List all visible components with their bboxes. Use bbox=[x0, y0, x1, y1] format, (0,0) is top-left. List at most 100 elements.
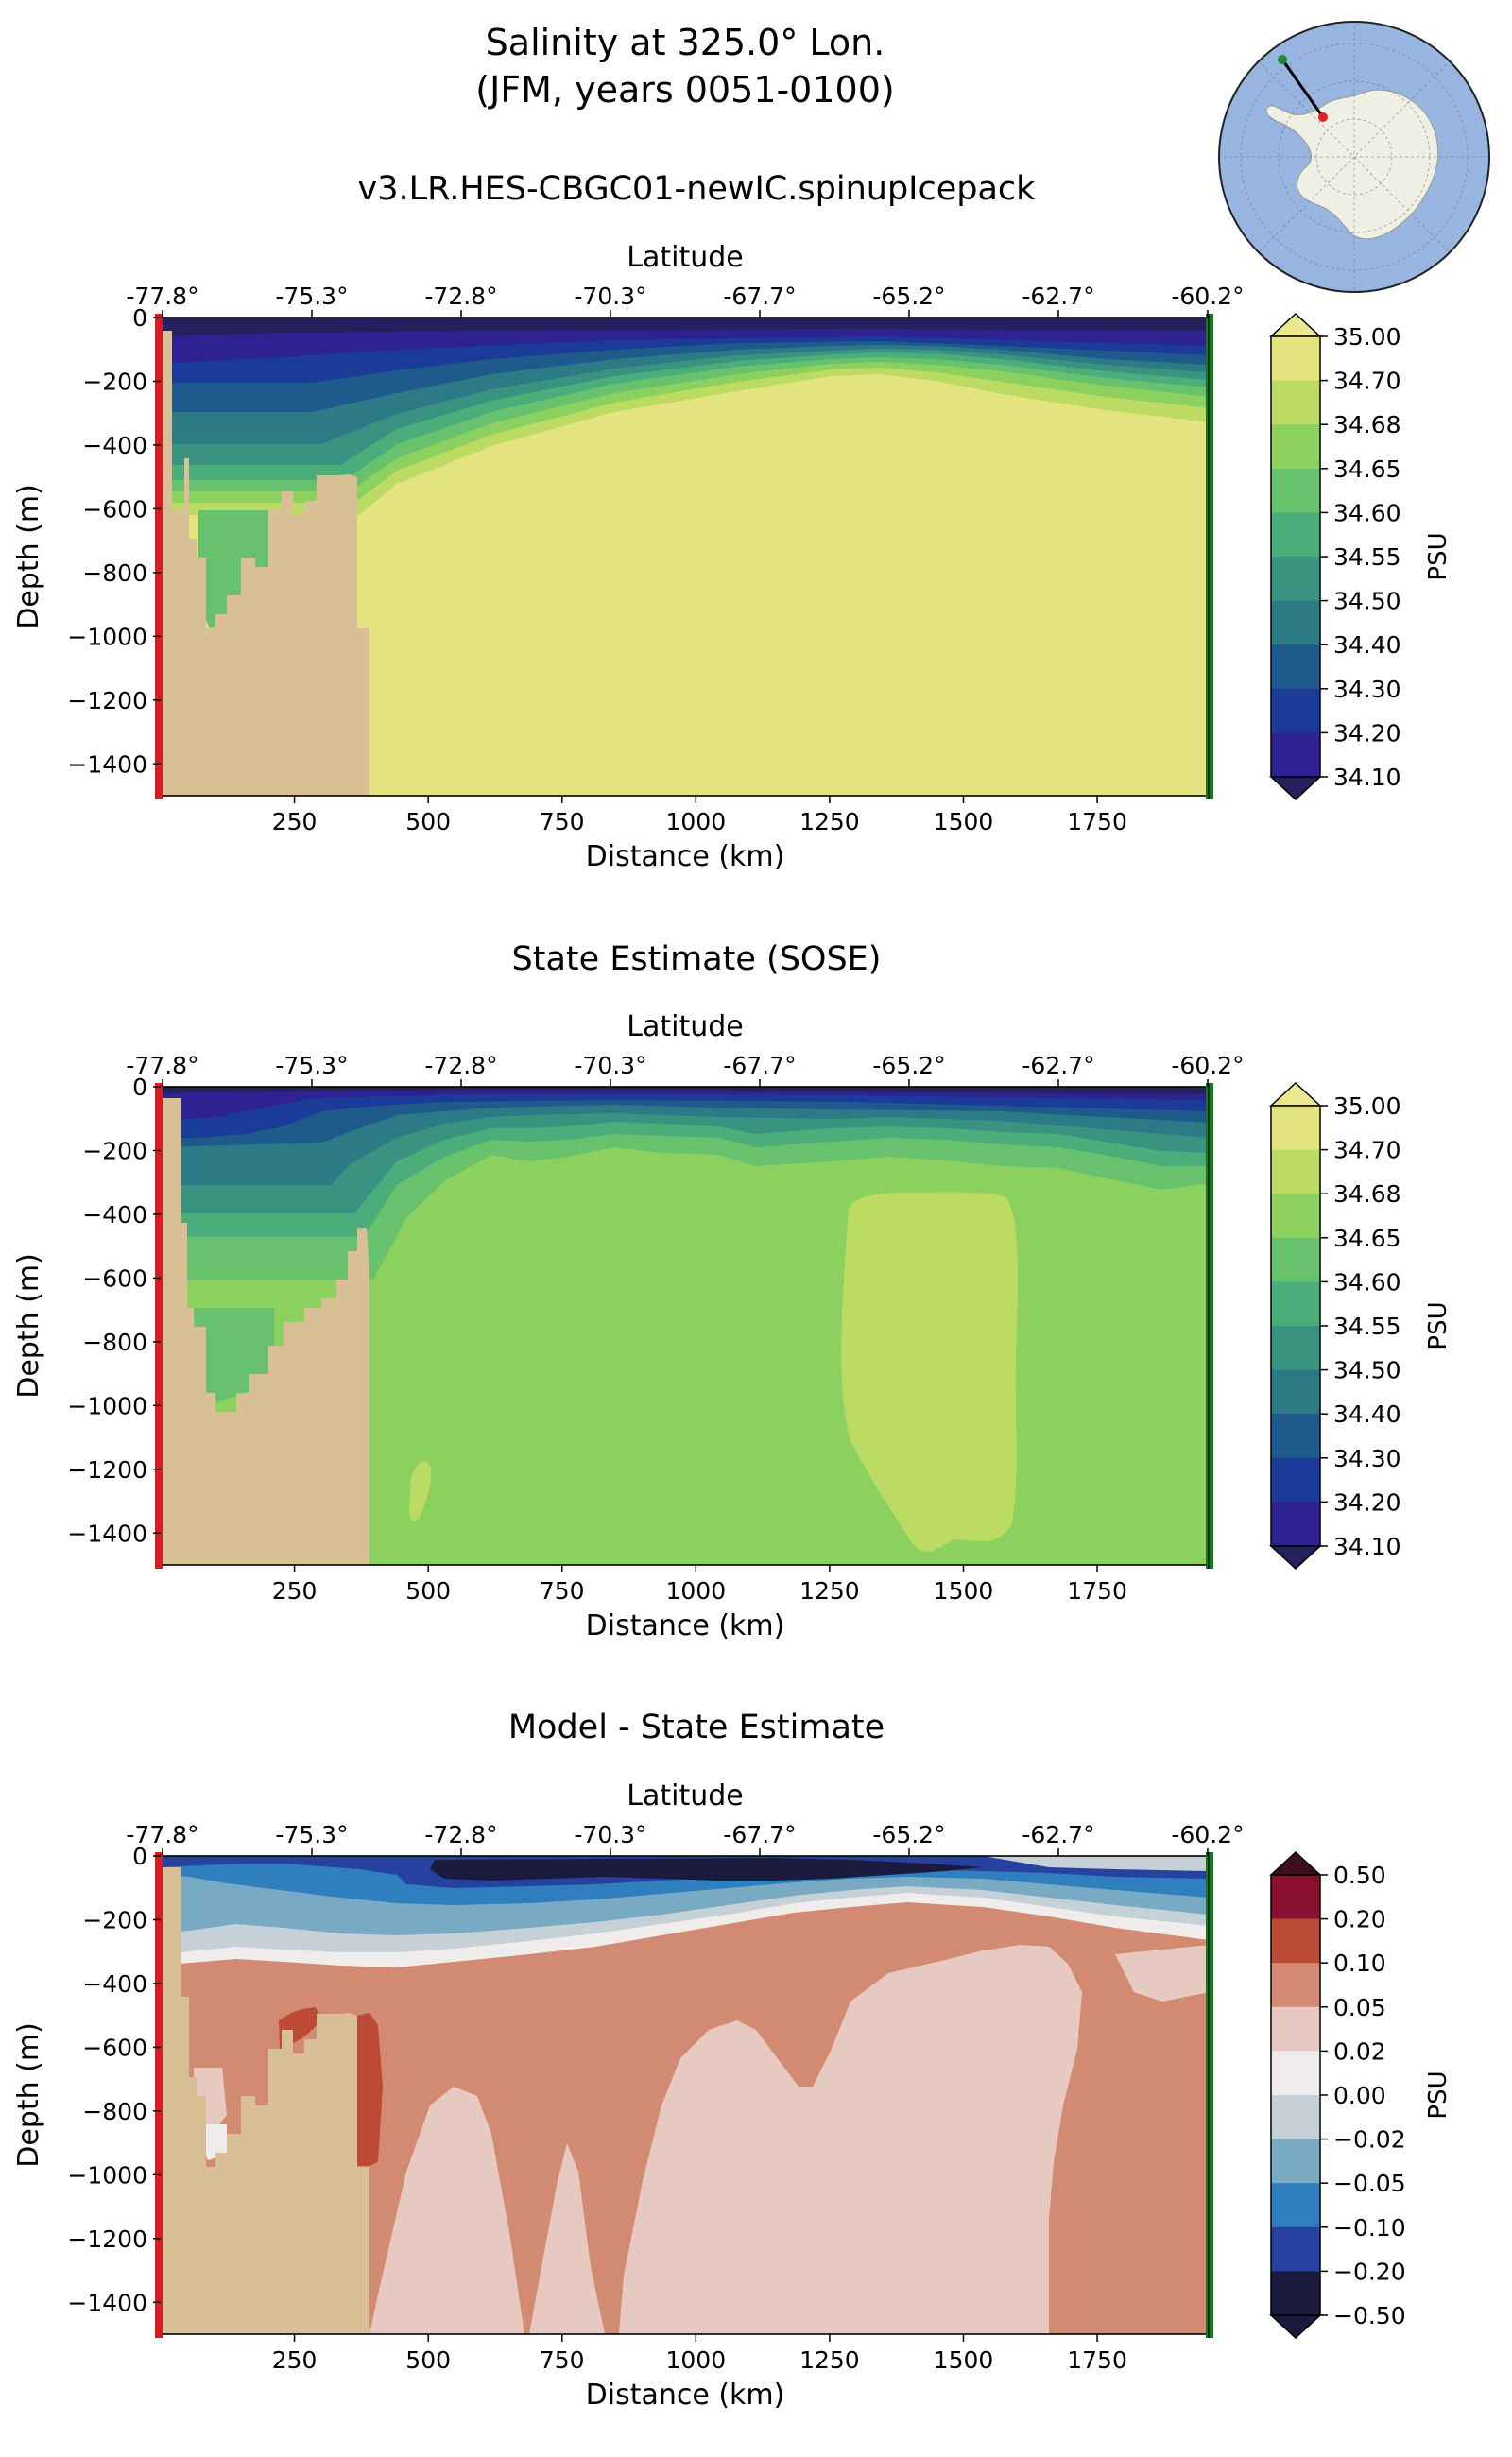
contour-band-34-10 bbox=[161, 1087, 1210, 1119]
inset-antarctica bbox=[1265, 89, 1439, 240]
colorbar-extend-max bbox=[1269, 1850, 1322, 1876]
deep-positive-region-4 bbox=[1115, 1945, 1210, 2002]
colorbar-extend-min bbox=[1269, 2314, 1322, 2340]
colorbar-swatch bbox=[1271, 732, 1320, 778]
colorbar-swatch bbox=[1271, 688, 1320, 733]
colorbar-swatch bbox=[1271, 512, 1320, 558]
y-tick-label: −200 bbox=[82, 368, 147, 395]
colorbar-tick-label: 34.70 bbox=[1333, 368, 1401, 395]
colorbar-swatch bbox=[1271, 1875, 1320, 1920]
colorbar-swatch bbox=[1271, 1326, 1320, 1371]
colorbar-tick-label: 34.60 bbox=[1333, 1268, 1401, 1296]
deep-positive-region-1 bbox=[369, 2087, 524, 2334]
colorbar-swatch bbox=[1271, 557, 1320, 602]
y-tick-label: −200 bbox=[82, 1137, 147, 1164]
latitude-tick-label: -67.7° bbox=[723, 1821, 796, 1848]
colorbar-label: PSU bbox=[1424, 532, 1452, 580]
colorbar-swatch bbox=[1271, 2139, 1320, 2184]
colorbar-tick-label: 34.10 bbox=[1333, 1533, 1401, 1560]
colorbar-tick-label: 34.55 bbox=[1333, 543, 1401, 571]
colorbar-tick-label: 0.02 bbox=[1333, 2037, 1386, 2065]
latitude-axis-label: Latitude bbox=[627, 241, 743, 274]
latitude-tick-label: -62.7° bbox=[1022, 283, 1094, 310]
y-tick-label: 0 bbox=[132, 304, 147, 332]
south-end-marker bbox=[155, 1852, 163, 2338]
colorbar-tick-label: 34.30 bbox=[1333, 676, 1401, 703]
surface-near-zero bbox=[983, 1856, 1210, 1871]
colorbar-swatch bbox=[1271, 2183, 1320, 2228]
colorbar-swatch bbox=[1271, 1106, 1320, 1151]
colorbar-tick-label: 35.00 bbox=[1333, 323, 1401, 351]
inset-section-start bbox=[1318, 112, 1328, 122]
y-axis-label: Depth (m) bbox=[12, 1253, 45, 1399]
bathymetry bbox=[161, 1867, 369, 2334]
difference-field bbox=[161, 1856, 1210, 2334]
inset-frame bbox=[1218, 21, 1490, 293]
latitude-tick-label: -77.8° bbox=[126, 283, 198, 310]
x-tick-label: 1500 bbox=[934, 808, 994, 835]
colorbar-swatch bbox=[1271, 2051, 1320, 2096]
high-salinity-core bbox=[841, 1192, 1018, 1552]
y-tick-label: −1400 bbox=[67, 750, 147, 778]
latitude-tick-label: -60.2° bbox=[1171, 283, 1244, 310]
x-tick-label: 1250 bbox=[799, 808, 860, 835]
panel-title-sose: State Estimate (SOSE) bbox=[511, 940, 882, 978]
figure-title-line-2: (JFM, years 0051-0100) bbox=[475, 69, 895, 111]
panel-model-salinity: 250 500 750 1000 1250 1500 1750 0 −200 −400 −600 −8… bbox=[12, 241, 1452, 873]
deep-positive-region-2 bbox=[529, 2143, 605, 2334]
colorbar-extend-max bbox=[1269, 1081, 1322, 1107]
colorbar-tick-label: 34.50 bbox=[1333, 1357, 1401, 1384]
colorbar-extend-min bbox=[1269, 1545, 1322, 1571]
colorbar-swatch bbox=[1271, 336, 1320, 382]
latitude-tick-label: -65.2° bbox=[872, 283, 945, 310]
colorbar-tick-label: −0.05 bbox=[1333, 2170, 1406, 2197]
y-tick-label: −400 bbox=[82, 432, 147, 459]
deep-positive-region-3 bbox=[619, 1945, 1082, 2334]
colorbar-tick-label: 34.20 bbox=[1333, 1488, 1401, 1516]
x-tick-label: 1750 bbox=[1067, 808, 1127, 835]
x-tick-label: 500 bbox=[405, 2346, 451, 2374]
colorbar-swatch bbox=[1271, 2271, 1320, 2316]
latitude-tick-label: -75.3° bbox=[275, 283, 348, 310]
colorbar-swatch bbox=[1271, 600, 1320, 645]
colorbar-swatch bbox=[1271, 1194, 1320, 1239]
latitude-tick-label: -70.3° bbox=[574, 283, 646, 310]
x-tick-label: 1250 bbox=[799, 1577, 860, 1605]
latitude-tick-label: -72.8° bbox=[424, 283, 497, 310]
colorbar-swatch bbox=[1271, 1963, 1320, 2008]
panel-title-model: v3.LR.HES-CBGC01-newIC.spinupIcepack bbox=[357, 170, 1036, 208]
contour-band-34-20 bbox=[161, 1087, 1210, 1138]
y-tick-label: 0 bbox=[132, 1843, 147, 1870]
x-tick-label: 750 bbox=[540, 1577, 585, 1605]
surface-freshest-layer bbox=[161, 318, 1210, 336]
colorbar-tick-label: 34.30 bbox=[1333, 1445, 1401, 1472]
y-tick-label: −1000 bbox=[67, 623, 147, 650]
surface-freshest-layer bbox=[161, 1087, 1210, 1094]
y-tick-label: −800 bbox=[82, 2098, 147, 2125]
colorbar-tick-label: 34.40 bbox=[1333, 1400, 1401, 1428]
y-tick-label: −800 bbox=[82, 1329, 147, 1356]
x-axis-label: Distance (km) bbox=[586, 840, 785, 873]
x-tick-label: 1500 bbox=[934, 2346, 994, 2374]
latitude-tick-label: -70.3° bbox=[574, 1052, 646, 1079]
x-tick-label: 500 bbox=[405, 808, 451, 835]
colorbar-tick-label: −0.10 bbox=[1333, 2214, 1406, 2242]
colorbar-tick-label: 34.55 bbox=[1333, 1313, 1401, 1340]
y-tick-label: −1000 bbox=[67, 2161, 147, 2189]
colorbar-extend-min bbox=[1269, 776, 1322, 801]
inset-section-line bbox=[1280, 59, 1325, 118]
x-tick-label: 1750 bbox=[1067, 1577, 1127, 1605]
colorbar-swatch bbox=[1271, 468, 1320, 513]
colorbar-swatch bbox=[1271, 1369, 1320, 1415]
x-tick-label: 1000 bbox=[666, 808, 727, 835]
colorbar-tick-label: 0.10 bbox=[1333, 1950, 1386, 1977]
contour-band-0-10-slope bbox=[357, 2013, 383, 2166]
colorbar-swatch bbox=[1271, 1281, 1320, 1327]
figure-title: Salinity at 325.0° Lon. (JFM, years 0051… bbox=[0, 19, 1370, 113]
colorbar-tick-label: 34.65 bbox=[1333, 1225, 1401, 1252]
latitude-tick-label: -77.8° bbox=[126, 1821, 198, 1848]
colorbar-tick-label: 35.00 bbox=[1333, 1092, 1401, 1120]
contour-band-neg-0-50 bbox=[430, 1858, 983, 1881]
latitude-tick-label: -72.8° bbox=[424, 1052, 497, 1079]
latitude-tick-label: -62.7° bbox=[1022, 1052, 1094, 1079]
